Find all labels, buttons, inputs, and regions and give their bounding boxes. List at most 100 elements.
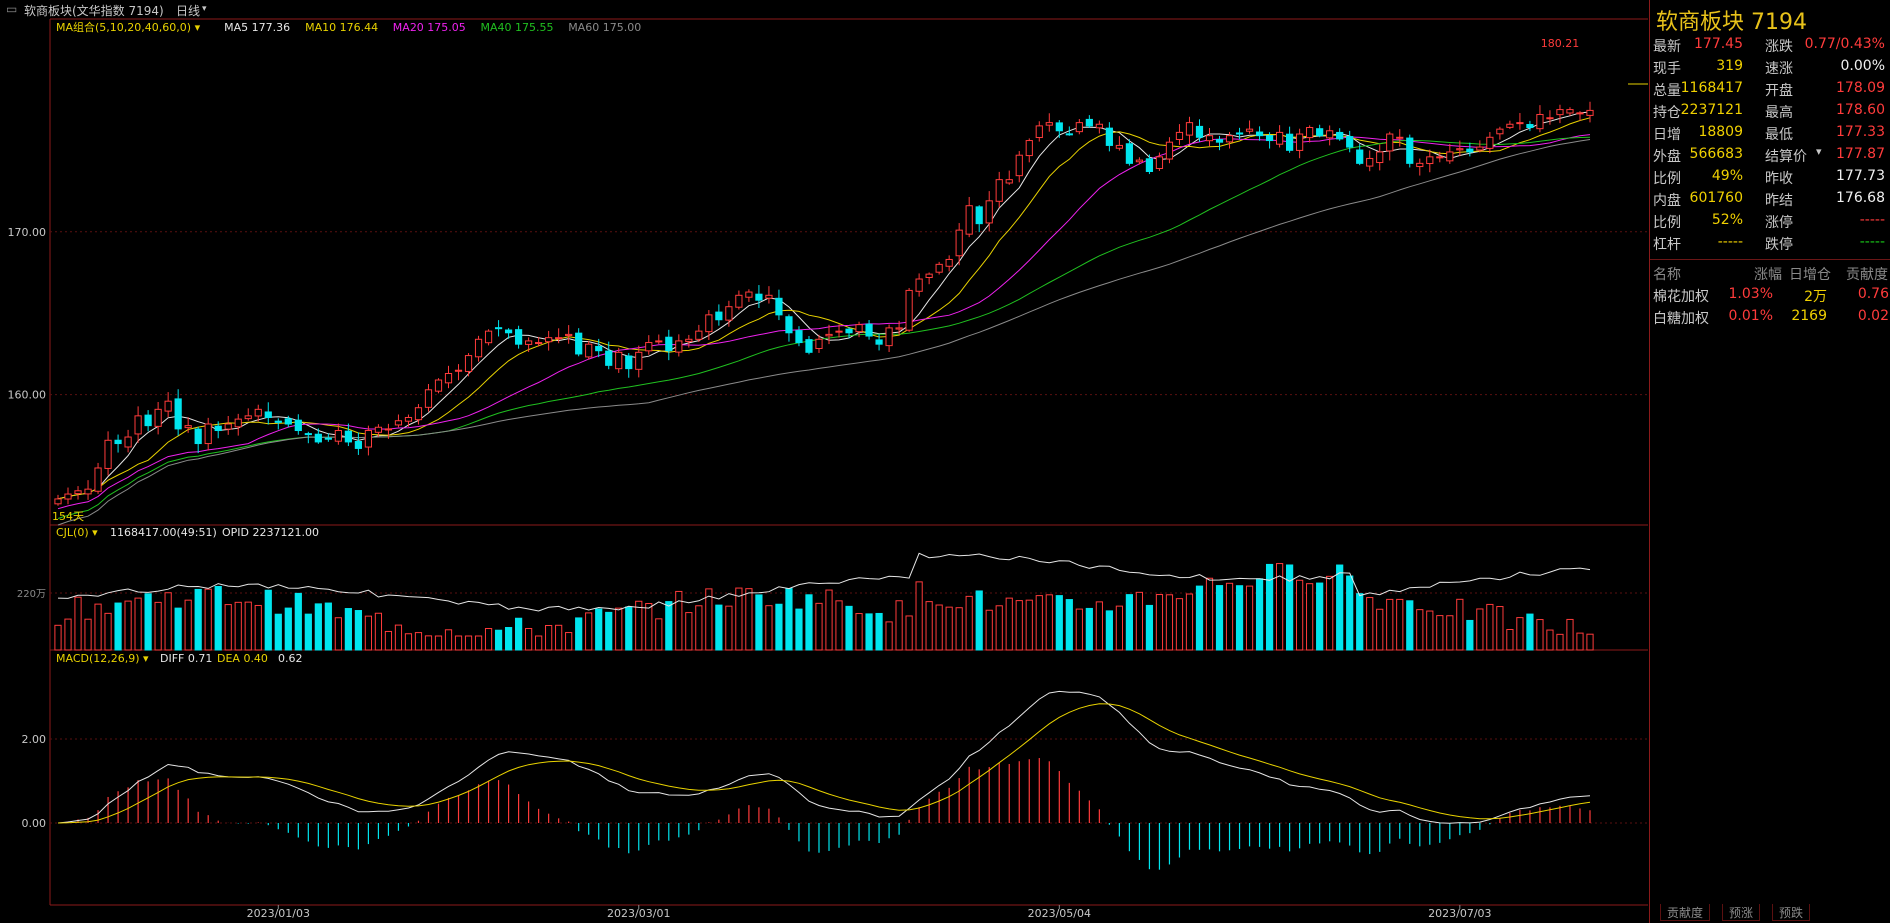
candle-body [1516,122,1524,125]
candle-body [1326,130,1334,139]
volume-bar [334,617,342,651]
volume-bar [1175,598,1184,651]
volume-bar [1105,610,1113,651]
candle-body [875,339,883,345]
candle-body [1275,131,1284,145]
volume-bar [855,613,863,651]
contrib-value: 0.02 [1857,308,1889,324]
volume-bar [1225,582,1234,651]
candle-body [985,200,993,224]
candle-body [715,311,723,321]
ma5-line [57,111,1591,500]
candle-body [344,430,352,443]
volume-bar [595,608,603,651]
candle-body [514,329,523,345]
chevron-down-icon[interactable]: ▾ [202,4,207,14]
chart-labels: 170.00 160.00 220万 2.00 0.00 2023/01/03 2023/0… [8,20,1580,920]
tab-pre-fall[interactable]: 预跌 [1772,904,1811,921]
volume-bar [1556,633,1564,651]
candle-body [755,293,763,301]
candle-body [94,467,102,492]
volume-bar [1015,600,1023,651]
volume-bar [344,608,352,651]
ma-combo-legend: MA组合(5,10,20,40,60,0) ▾ [56,20,201,34]
candle-body [314,433,322,443]
candle-body [204,423,212,445]
quote-row: 总量 1168417 开盘 178.09 [1650,77,1890,99]
chart-area[interactable]: 170.00 160.00 220万 2.00 0.00 2023/01/03 2023/0… [0,0,1650,923]
contrib-row[interactable]: 棉花加权 1.03% 2万 0.76 [1650,283,1890,305]
candle-body [1205,135,1214,142]
volume-bar [254,604,262,651]
quote-label: 日增 [1653,127,1681,143]
candle-body [1005,179,1013,184]
quote-value: 176.68 [1836,190,1885,206]
candle-body [444,373,453,384]
volume-bar [1496,606,1504,651]
volume-bar [1476,608,1484,651]
volume-bar [424,635,433,651]
volume-bar [114,602,122,651]
volume-bar [635,600,643,651]
ma40-legend: MA40 175.55 [481,21,554,34]
contrib-row[interactable]: 白糖加权 0.01% 2169 0.02 [1650,305,1890,327]
candle-body [54,498,62,505]
candle-body [1316,128,1324,137]
quote-value: 2237121 [1680,102,1743,118]
volume-bar [204,588,212,651]
contrib-name: 白糖加权 [1653,311,1709,327]
quote-row: 比例 52% 涨停 ----- [1650,209,1890,231]
candle-body [244,415,252,420]
candle-body [274,420,282,423]
open-interest-legend: OPID 2237121.00 [222,526,319,539]
candle-body [114,439,122,445]
quote-value: 177.73 [1836,168,1885,184]
quote-label: 昨收 [1765,171,1793,187]
candle-body [1035,125,1043,139]
candle-body [1025,140,1033,157]
tab-contribution[interactable]: 贡献度 [1660,904,1711,921]
period-selector[interactable]: 日线 [176,4,201,18]
diff-line [57,690,1591,824]
volume-bar [655,618,663,651]
volume-bar [985,609,993,651]
candle-body [384,428,393,431]
macd-histogram [57,690,1591,870]
quote-label: 比例 [1653,171,1681,187]
candle-body [765,294,773,299]
quote-value: 601760 [1689,190,1743,206]
candle-body [1125,143,1134,164]
candle-body [1135,159,1144,163]
quote-row: 现手 319 速涨 0.00% [1650,55,1890,77]
quote-value: 177.87 [1836,146,1885,162]
candle-body [1466,148,1474,153]
candle-body [464,355,473,372]
volume-bar [174,607,182,651]
candle-body [575,332,583,355]
volume-bar [625,606,633,651]
candle-body [494,327,503,330]
candle-body [404,416,413,422]
candle-body [735,294,743,308]
tab-pre-rise[interactable]: 预涨 [1722,904,1761,921]
volume-bar [745,588,753,651]
candle-body [1536,113,1544,130]
volume-bar [765,605,773,651]
quote-value: 0.00% [1840,58,1885,74]
candle-body [1085,118,1093,127]
quote-value: 1168417 [1680,80,1743,96]
volume-bar [965,595,973,651]
volume-bar [1095,601,1103,651]
candle-body [895,327,903,330]
candle-body [975,206,983,225]
candle-body [334,430,342,442]
dea-line [57,703,1591,824]
volume-bar [935,604,943,651]
candle-body [1185,122,1194,136]
settle-dropdown-icon[interactable]: ▾ [1816,145,1822,158]
candle-body [374,426,383,433]
candle-body [725,306,733,321]
volume-bar [104,612,112,651]
contrib-oi: 2万 [1804,289,1827,305]
volume-bar [585,612,593,651]
